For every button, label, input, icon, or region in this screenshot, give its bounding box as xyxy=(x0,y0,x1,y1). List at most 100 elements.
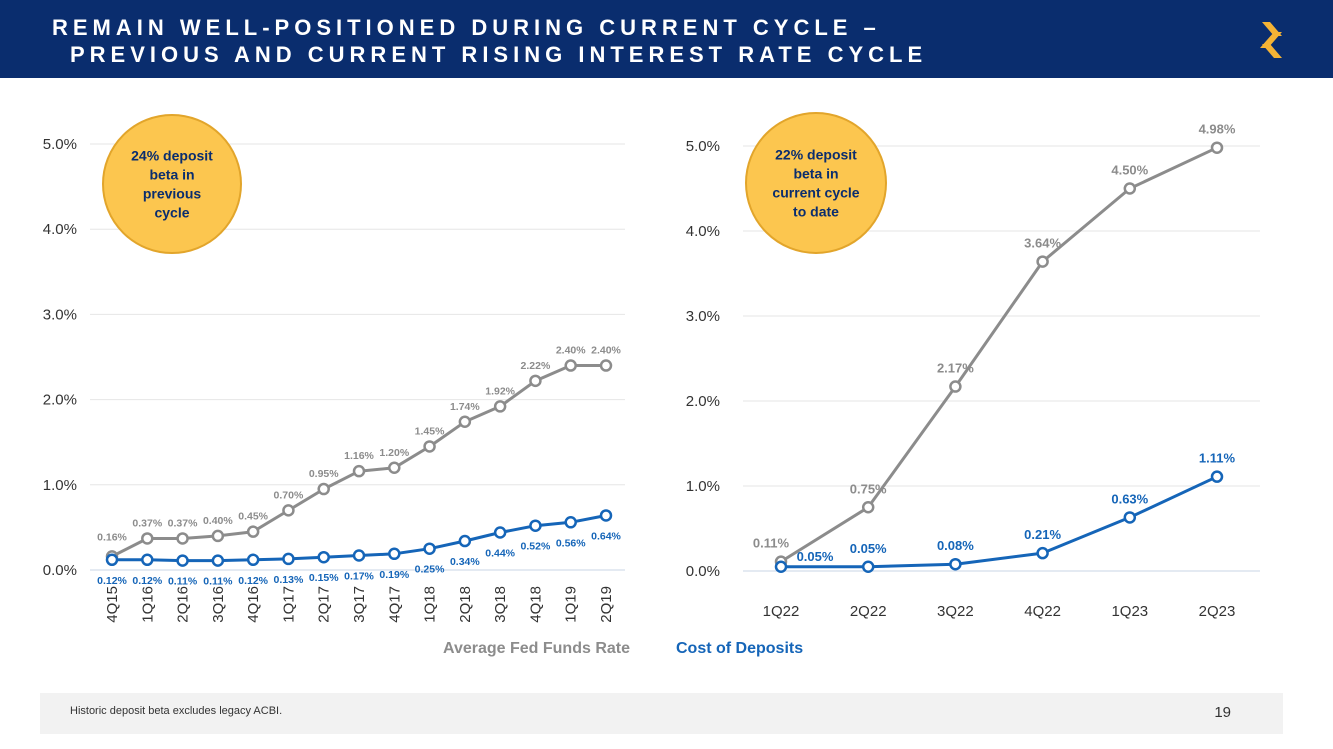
prev-point-deposits xyxy=(599,509,613,522)
prev-xtick-label: 3Q16 xyxy=(210,586,227,623)
curr-callout-circle xyxy=(745,112,887,254)
curr-ytick-label: 1.0% xyxy=(686,478,720,495)
curr-point-deposits xyxy=(949,557,962,571)
curr-ytick-label: 0.0% xyxy=(686,563,720,580)
prev-ytick-label: 1.0% xyxy=(43,477,77,494)
prev-data-label-deposits: 0.25% xyxy=(415,564,445,576)
curr-xtick-label: 4Q22 xyxy=(1024,603,1061,620)
prev-data-label-fed-funds: 0.70% xyxy=(274,489,304,501)
prev-data-label-deposits: 0.56% xyxy=(556,537,586,549)
curr-ytick-label: 5.0% xyxy=(686,138,720,155)
prev-xtick-label: 1Q17 xyxy=(280,586,297,623)
prev-data-label-fed-funds: 2.40% xyxy=(591,345,621,357)
prev-data-label-deposits: 0.12% xyxy=(132,575,162,587)
prev-point-fed-funds xyxy=(282,504,295,517)
prev-point-fed-funds xyxy=(529,374,542,388)
prev-point-fed-funds xyxy=(176,532,189,545)
footer-bar: Historic deposit beta excludes legacy AC… xyxy=(40,693,1283,734)
prev-data-label-deposits: 0.34% xyxy=(450,556,480,568)
prev-point-deposits xyxy=(423,542,436,555)
prev-data-label-fed-funds: 1.74% xyxy=(450,401,480,413)
curr-point-fed-funds xyxy=(1210,141,1224,154)
curr-data-label-deposits: 0.21% xyxy=(1024,527,1061,542)
prev-point-fed-funds xyxy=(388,461,401,475)
prev-xtick-label: 4Q18 xyxy=(527,586,544,623)
prev-data-label-fed-funds: 1.45% xyxy=(415,425,445,437)
curr-point-deposits xyxy=(1210,470,1224,483)
curr-xtick-label: 1Q23 xyxy=(1111,603,1148,620)
prev-callout-text: beta in xyxy=(149,167,194,183)
curr-data-label-deposits: 0.05% xyxy=(797,549,834,564)
prev-data-label-fed-funds: 1.92% xyxy=(485,385,515,397)
prev-xtick-label: 1Q16 xyxy=(139,586,156,623)
curr-ytick-label: 3.0% xyxy=(686,308,720,325)
prev-data-label-fed-funds: 0.40% xyxy=(203,515,233,527)
prev-xtick-label: 2Q16 xyxy=(175,586,192,623)
curr-callout-text: current cycle xyxy=(772,185,859,201)
curr-point-deposits xyxy=(1123,511,1137,524)
prev-data-label-fed-funds: 1.16% xyxy=(344,450,374,462)
prev-data-label-deposits: 0.44% xyxy=(485,548,515,560)
curr-data-label-fed-funds: 0.75% xyxy=(850,481,887,496)
current-cycle-chart: 0.0% 1.0% 2.0% 3.0% 4.0% 5.0% 1Q22 2Q22 3Q22 4Q22… xyxy=(686,112,1260,620)
prev-xtick-label: 4Q15 xyxy=(104,586,121,623)
prev-point-fed-funds xyxy=(493,400,507,413)
prev-point-deposits xyxy=(317,550,330,564)
prev-point-fed-funds xyxy=(246,525,260,538)
curr-point-deposits xyxy=(774,560,788,573)
prev-point-deposits xyxy=(176,554,189,567)
curr-ytick-label: 4.0% xyxy=(686,223,720,240)
prev-point-fed-funds xyxy=(458,415,472,429)
curr-callout-text: beta in xyxy=(793,166,838,182)
prev-point-deposits xyxy=(529,519,542,532)
prev-point-fed-funds xyxy=(599,359,613,372)
prev-point-deposits xyxy=(564,516,577,529)
curr-data-label-fed-funds: 2.17% xyxy=(937,361,974,376)
page-number: 19 xyxy=(1214,704,1231,721)
prev-data-label-deposits: 0.17% xyxy=(344,571,374,583)
prev-data-label-deposits: 0.11% xyxy=(203,576,233,588)
curr-callout-text: 22% deposit xyxy=(775,147,857,163)
prev-point-deposits xyxy=(211,554,225,567)
prev-callout-text: cycle xyxy=(154,205,189,221)
curr-point-deposits xyxy=(861,560,875,573)
curr-callout-text: to date xyxy=(793,204,839,220)
prev-xtick-label: 2Q17 xyxy=(316,586,333,623)
prev-point-deposits xyxy=(141,553,154,567)
prev-xtick-label: 3Q18 xyxy=(492,586,509,623)
prev-data-label-fed-funds: 0.16% xyxy=(97,531,127,543)
prev-point-deposits xyxy=(246,553,260,567)
curr-data-label-fed-funds: 3.64% xyxy=(1024,236,1061,251)
prev-data-label-fed-funds: 2.22% xyxy=(521,360,551,372)
prev-ytick-label: 5.0% xyxy=(43,136,77,153)
company-s-logo-icon xyxy=(1260,22,1282,58)
prev-data-label-deposits: 0.52% xyxy=(521,541,551,553)
prev-data-label-deposits: 0.64% xyxy=(591,530,621,542)
prev-ytick-label: 3.0% xyxy=(43,306,77,323)
prev-callout-circle xyxy=(102,114,242,254)
page-title: REMAIN WELL-POSITIONED DURING CURRENT CY… xyxy=(52,14,927,68)
prev-point-fed-funds xyxy=(352,464,366,478)
prev-ytick-label: 4.0% xyxy=(43,221,77,238)
curr-ytick-label: 2.0% xyxy=(686,393,720,410)
legend-fed-funds: Average Fed Funds Rate xyxy=(442,640,630,657)
prev-data-label-deposits: 0.12% xyxy=(97,575,127,587)
curr-data-label-fed-funds: 0.11% xyxy=(753,536,790,551)
curr-point-fed-funds xyxy=(1123,182,1137,195)
prev-data-label-deposits: 0.15% xyxy=(309,572,339,584)
prev-data-label-fed-funds: 1.20% xyxy=(379,447,409,459)
prev-point-deposits xyxy=(105,553,119,567)
title-line-1: REMAIN WELL-POSITIONED DURING CURRENT CY… xyxy=(52,15,881,40)
curr-point-fed-funds xyxy=(861,501,875,514)
curr-data-label-deposits: 0.05% xyxy=(850,541,887,556)
curr-xtick-label: 2Q23 xyxy=(1199,603,1236,620)
curr-point-deposits xyxy=(1036,546,1049,560)
curr-data-label-deposits: 0.63% xyxy=(1111,491,1148,506)
prev-ytick-label: 0.0% xyxy=(43,562,77,579)
prev-point-fed-funds xyxy=(564,359,577,372)
prev-point-fed-funds xyxy=(317,482,330,496)
curr-point-fed-funds xyxy=(949,380,962,393)
prev-data-label-fed-funds: 0.37% xyxy=(132,517,162,529)
prev-data-label-fed-funds: 0.45% xyxy=(238,511,268,523)
prev-point-deposits xyxy=(458,534,472,548)
